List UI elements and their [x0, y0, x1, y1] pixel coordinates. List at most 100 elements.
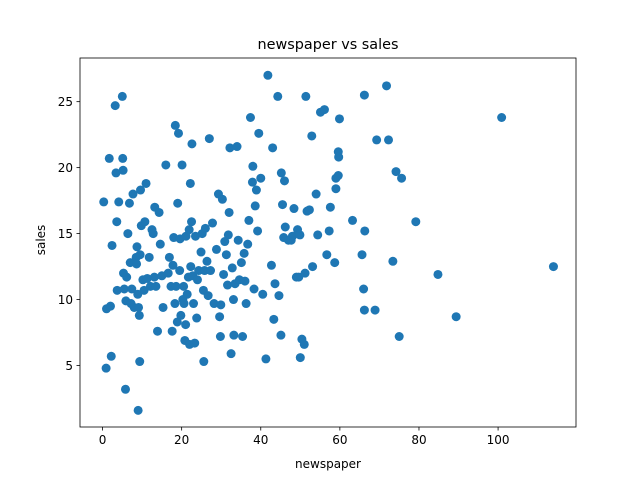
data-point — [135, 250, 145, 260]
data-point — [101, 363, 111, 373]
data-point — [204, 134, 214, 144]
data-point — [132, 259, 142, 269]
data-point — [118, 165, 128, 175]
data-point — [359, 284, 369, 294]
data-point — [216, 300, 226, 310]
data-point — [451, 312, 461, 322]
data-point — [276, 168, 286, 178]
data-point — [548, 262, 558, 272]
data-point — [187, 217, 197, 227]
data-point — [261, 354, 271, 364]
data-point — [161, 160, 171, 170]
data-point — [359, 90, 369, 100]
data-point — [164, 252, 174, 262]
data-point — [192, 275, 202, 285]
data-point — [263, 70, 273, 80]
data-point — [172, 317, 182, 327]
data-point — [128, 189, 138, 199]
data-point — [268, 143, 278, 153]
y-tick-label: 20 — [58, 161, 73, 175]
points-layer — [99, 70, 558, 415]
data-point — [433, 269, 443, 279]
data-point — [112, 285, 122, 295]
data-point — [357, 250, 367, 260]
data-point — [196, 247, 206, 257]
data-point — [215, 332, 225, 341]
data-point — [202, 256, 212, 266]
data-point — [124, 198, 134, 208]
data-point — [220, 237, 230, 247]
y-tick-label: 15 — [58, 227, 73, 241]
data-point — [334, 152, 344, 162]
data-point — [497, 113, 507, 122]
data-point — [186, 262, 196, 272]
data-point — [274, 291, 284, 301]
x-tick-label: 60 — [332, 433, 347, 447]
data-point — [133, 405, 143, 415]
data-point — [300, 268, 310, 278]
data-point — [158, 302, 168, 312]
data-point — [182, 289, 192, 299]
data-point — [208, 218, 217, 228]
data-point — [256, 173, 266, 183]
data-point — [382, 81, 392, 91]
data-point — [289, 204, 299, 214]
data-point — [163, 268, 173, 278]
data-point — [270, 279, 280, 289]
data-point — [311, 189, 321, 199]
data-point — [112, 217, 122, 227]
data-point — [175, 266, 185, 276]
data-point — [171, 281, 181, 291]
data-point — [279, 176, 289, 186]
data-point — [140, 217, 150, 227]
data-point — [348, 215, 358, 225]
data-point — [173, 198, 183, 208]
data-point — [299, 339, 309, 349]
data-point — [114, 197, 124, 207]
data-point — [334, 114, 344, 124]
x-tick-label: 0 — [99, 433, 107, 447]
data-point — [155, 239, 165, 249]
data-point — [203, 291, 213, 301]
data-point — [240, 276, 250, 286]
data-point — [304, 205, 314, 215]
data-point — [132, 242, 142, 252]
data-point — [249, 284, 259, 294]
data-point — [151, 281, 161, 291]
data-point — [187, 139, 197, 149]
y-tick-label: 25 — [58, 95, 73, 109]
data-point — [106, 351, 116, 361]
data-point — [388, 256, 398, 266]
data-point — [308, 262, 318, 272]
data-point — [176, 310, 186, 320]
data-point — [241, 299, 251, 309]
data-point — [233, 235, 243, 245]
data-point — [236, 258, 246, 268]
data-point — [170, 120, 180, 130]
data-point — [324, 226, 334, 236]
data-point — [200, 223, 210, 233]
y-axis-label: sales — [34, 225, 48, 256]
data-point — [199, 357, 209, 367]
data-point — [394, 332, 404, 341]
data-point — [243, 239, 253, 249]
data-point — [123, 229, 133, 239]
data-point — [313, 230, 323, 240]
data-point — [221, 250, 231, 260]
data-point — [134, 310, 144, 320]
data-point — [254, 128, 264, 138]
data-point — [206, 266, 216, 276]
data-point — [99, 197, 109, 207]
data-point — [118, 153, 128, 163]
data-point — [223, 280, 233, 290]
data-point — [190, 338, 200, 348]
data-point — [107, 240, 117, 250]
data-point — [372, 135, 382, 145]
data-point — [173, 128, 183, 138]
data-point — [135, 357, 145, 367]
data-point — [269, 314, 279, 324]
data-point — [184, 225, 194, 235]
data-point — [280, 222, 290, 232]
data-point — [179, 281, 189, 291]
